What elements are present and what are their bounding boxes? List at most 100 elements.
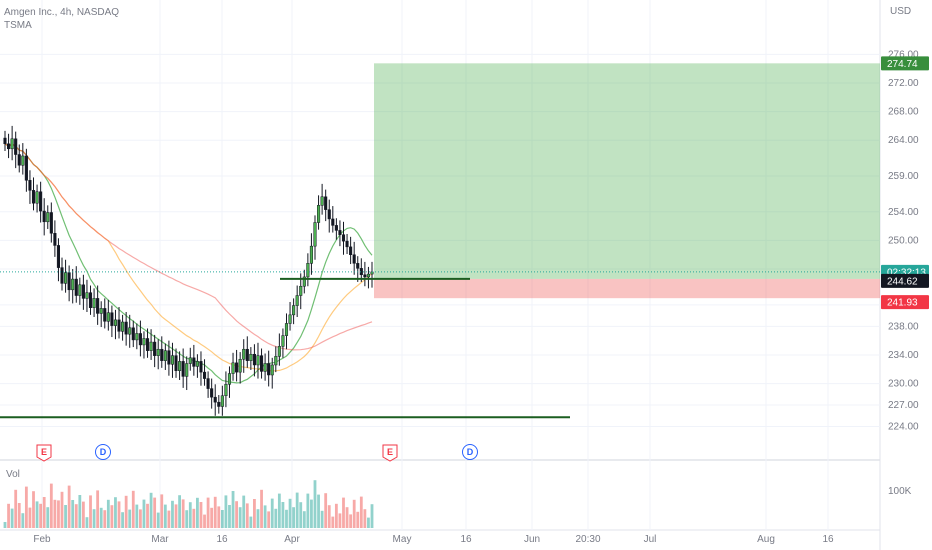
volume-bar xyxy=(263,505,267,528)
volume-bar xyxy=(117,501,121,528)
candle-body xyxy=(113,319,118,326)
candle-body xyxy=(242,348,246,360)
volume-bar xyxy=(131,490,135,528)
candle-body xyxy=(124,321,128,335)
price-tag-box xyxy=(881,273,929,288)
candle-body xyxy=(235,362,239,373)
volume-bar xyxy=(156,512,160,528)
candle-body xyxy=(267,363,271,376)
candle-body xyxy=(352,254,356,264)
candle-body xyxy=(202,371,207,379)
candle-body xyxy=(181,361,185,377)
candle-body xyxy=(3,137,7,145)
y-tick-label: 234.00 xyxy=(888,350,919,361)
candle-body xyxy=(117,319,121,332)
volume-bar xyxy=(17,503,21,528)
candle-body xyxy=(7,143,11,150)
volume-bar xyxy=(53,499,57,528)
volume-bar xyxy=(35,501,39,528)
y-tick-label: 264.00 xyxy=(888,135,919,146)
volume-bar xyxy=(135,504,139,528)
candle-body xyxy=(39,191,43,212)
earnings-marker-label: E xyxy=(41,447,47,457)
volume-bar xyxy=(146,503,149,528)
volume-bar xyxy=(153,497,157,528)
volume-bar xyxy=(363,509,367,528)
candle-body xyxy=(217,401,221,407)
volume-bar xyxy=(110,505,114,528)
candle-body xyxy=(67,272,71,291)
volume-bar xyxy=(356,511,360,528)
dividend-marker-icon xyxy=(95,444,111,460)
volume-bar xyxy=(231,491,235,528)
volume-bar xyxy=(203,514,206,528)
volume-bar xyxy=(106,499,110,528)
volume-tick-label: 100K xyxy=(888,486,912,497)
volume-bar xyxy=(367,517,370,528)
candle-body xyxy=(78,284,82,296)
candle-body xyxy=(334,225,338,231)
candle-body xyxy=(249,353,253,361)
x-tick-label: Mar xyxy=(151,534,169,545)
volume-bar xyxy=(270,498,274,528)
candle-body xyxy=(195,361,199,367)
volume-bar xyxy=(245,503,249,528)
candle-body xyxy=(327,209,331,220)
volume-bar xyxy=(299,502,303,528)
x-tick-label: Apr xyxy=(284,534,300,545)
candle-body xyxy=(103,308,107,322)
price-tag-label: 244.62 xyxy=(887,276,918,287)
candle-body xyxy=(274,356,278,366)
grid xyxy=(0,0,881,550)
candle-body xyxy=(284,323,289,336)
candle-body xyxy=(160,348,164,361)
candle-body xyxy=(56,245,60,268)
candle-body xyxy=(163,350,167,361)
candle-body xyxy=(85,292,89,299)
candle-body xyxy=(292,305,296,316)
volume-bar xyxy=(57,500,60,528)
candle-body xyxy=(92,298,96,308)
x-tick-label: 20:30 xyxy=(575,534,600,545)
candle-body xyxy=(135,333,139,341)
volume-bar xyxy=(78,495,82,528)
volume-bar xyxy=(89,495,92,528)
candle-body xyxy=(227,373,232,385)
volume-bar xyxy=(327,505,331,528)
volume-bar xyxy=(149,492,153,528)
candle-body xyxy=(238,358,242,373)
y-tick-label: 259.00 xyxy=(888,171,919,182)
candle-body xyxy=(46,212,50,223)
volume-bar xyxy=(302,511,306,528)
volume-bar xyxy=(92,509,96,528)
volume-bar xyxy=(196,497,199,528)
x-tick-label: Jun xyxy=(524,534,540,545)
volume-bar xyxy=(174,504,178,528)
symbol-title[interactable]: Amgen Inc., 4h, NASDAQ xyxy=(4,7,120,18)
candle-body xyxy=(199,361,203,373)
x-tick-label: Feb xyxy=(33,534,51,545)
volume-bar xyxy=(39,503,43,528)
candle-body xyxy=(149,341,153,351)
candle-body xyxy=(231,362,235,374)
time-axis[interactable]: Feb Mar 16 Apr May 16 Jun 20:30 Jul Aug 16 xyxy=(33,534,834,545)
y-tick-label: 254.00 xyxy=(888,207,919,218)
volume-label: Vol xyxy=(6,469,20,480)
volume-bar xyxy=(317,494,320,528)
candle-body xyxy=(99,308,103,314)
indicator-label[interactable]: TSMA xyxy=(4,20,32,31)
volume-bar xyxy=(267,511,271,528)
candle-body xyxy=(366,273,370,278)
ma-mid-line xyxy=(4,143,373,372)
candle-body xyxy=(74,278,78,296)
candle-body xyxy=(142,338,146,346)
volume-bar xyxy=(206,497,210,528)
candle-body xyxy=(49,212,53,234)
support-lines xyxy=(0,271,880,419)
volume-bar xyxy=(71,500,75,528)
volume-bar xyxy=(74,504,78,528)
volume-bar xyxy=(64,505,67,528)
dividend-marker-label: D xyxy=(467,447,474,457)
volume-bar xyxy=(49,483,53,528)
